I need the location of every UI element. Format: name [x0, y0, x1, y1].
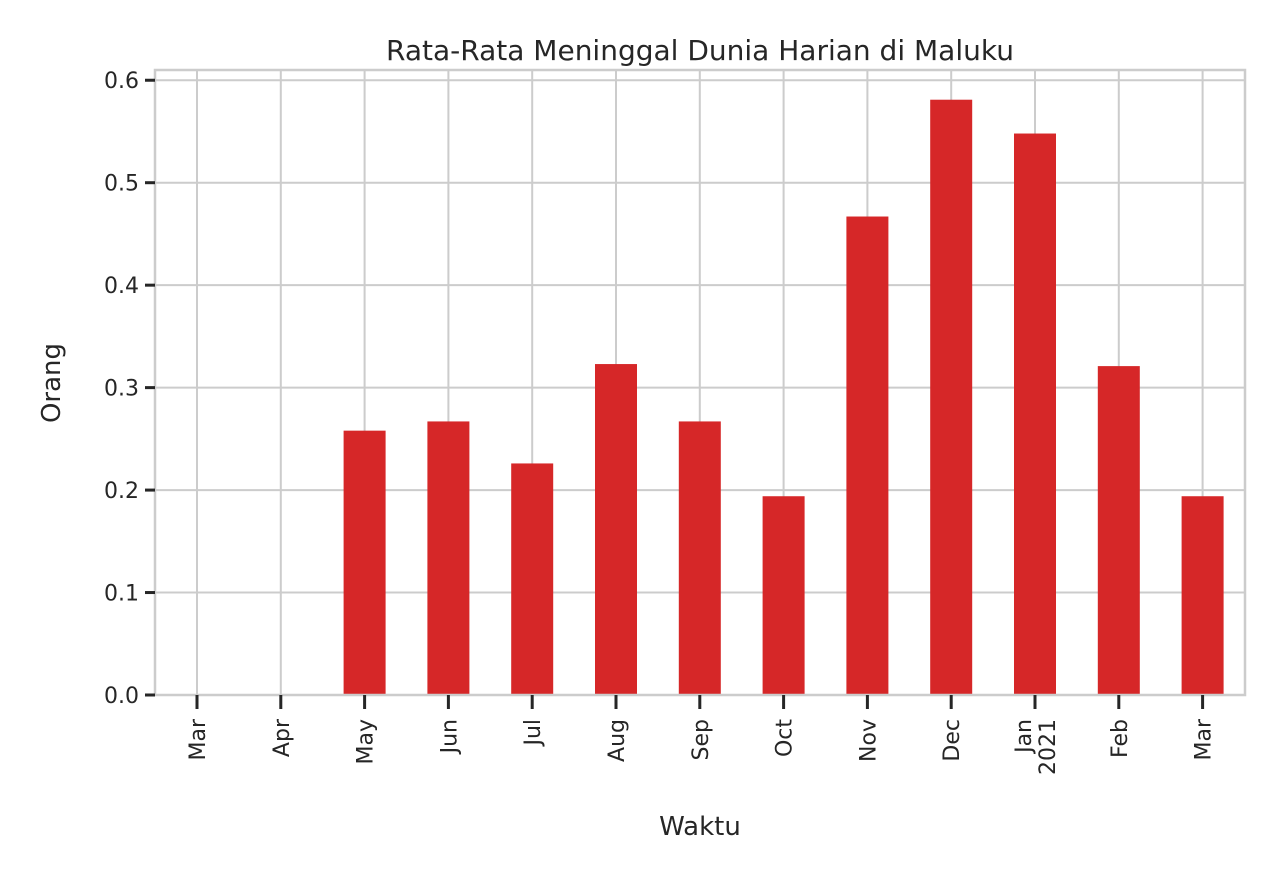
bar — [595, 364, 637, 695]
bar — [1014, 133, 1056, 695]
x-tick-label: Aug — [605, 719, 630, 762]
x-tick-label: Mar — [1192, 718, 1217, 760]
y-tick-label: 0.4 — [104, 274, 139, 299]
x-tick-label: Apr — [270, 718, 295, 757]
bar — [1181, 496, 1224, 695]
y-axis-label: Orang — [37, 343, 67, 423]
chart-title: Rata-Rata Meninggal Dunia Harian di Malu… — [386, 34, 1014, 67]
x-tick-label: Jul — [521, 719, 546, 748]
x-tick-label: Feb — [1108, 719, 1133, 758]
y-tick-label: 0.3 — [104, 377, 139, 402]
x-tick-label: Oct — [773, 719, 798, 757]
bar — [1097, 366, 1140, 695]
bar — [846, 216, 889, 695]
x-tick-label: Dec — [940, 719, 965, 762]
x-tick-label: 2021 — [1036, 719, 1061, 775]
bar — [678, 421, 721, 695]
y-tick-label: 0.5 — [104, 172, 139, 197]
x-tick-label: Mar — [186, 718, 211, 760]
x-tick-label: Jun — [437, 719, 462, 755]
y-axis-ticks: 0.0 0.1 0.2 0.3 0.4 0.5 0.6 — [104, 69, 155, 709]
bar — [343, 430, 386, 695]
bar — [762, 496, 805, 695]
bar — [930, 99, 973, 695]
bar — [427, 421, 470, 695]
x-tick-label: Sep — [689, 719, 714, 760]
x-tick-label: May — [354, 719, 379, 764]
bar — [511, 463, 554, 695]
x-axis-label: Waktu — [659, 812, 741, 842]
x-axis-ticks: Mar Apr May Jun Jul Aug Sep Oct Nov Dec Jan 2021 Feb… — [186, 695, 1217, 775]
x-tick-label: Nov — [856, 719, 881, 762]
y-tick-label: 0.0 — [104, 684, 139, 709]
y-tick-label: 0.2 — [104, 479, 139, 504]
x-tick-label: Jan — [1012, 719, 1037, 755]
y-tick-label: 0.6 — [104, 69, 139, 94]
y-tick-label: 0.1 — [104, 582, 139, 607]
bars — [343, 99, 1224, 695]
